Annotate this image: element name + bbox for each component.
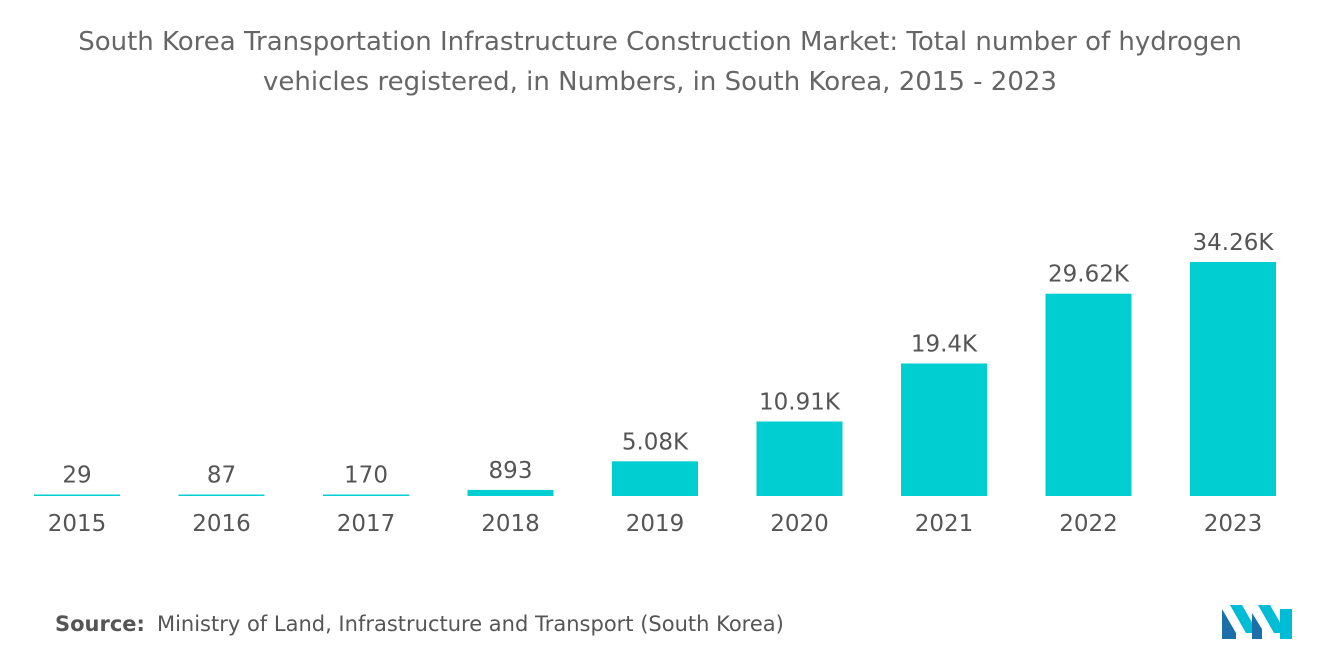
data-label-2021: 19.4K xyxy=(911,331,978,357)
chart-title-line-2: vehicles registered, in Numbers, in Sout… xyxy=(263,67,1057,97)
x-tick-label-2016: 2016 xyxy=(192,511,251,537)
x-tick-label-2015: 2015 xyxy=(48,511,107,537)
x-tick-label-2018: 2018 xyxy=(481,511,540,537)
bar-2023 xyxy=(1190,262,1276,496)
bar-2021 xyxy=(901,363,987,496)
x-tick-label-2017: 2017 xyxy=(337,511,396,537)
data-label-2016: 87 xyxy=(207,463,236,489)
x-tick-label-2021: 2021 xyxy=(915,511,974,537)
data-label-2015: 29 xyxy=(62,463,91,489)
x-tick-label-2023: 2023 xyxy=(1204,511,1263,537)
x-tick-label-2020: 2020 xyxy=(770,511,829,537)
bar-2016 xyxy=(178,494,265,496)
source-label: Source: xyxy=(55,612,145,636)
data-label-2019: 5.08K xyxy=(622,429,689,455)
data-label-2020: 10.91K xyxy=(759,389,841,415)
mordor-intelligence-logo-icon xyxy=(1222,603,1292,643)
data-label-2018: 893 xyxy=(489,458,533,484)
bar-chart: 29 2015 87 2016 170 2017 893 2018 5.08K 2019 10.91… xyxy=(34,230,1276,537)
bar-2018 xyxy=(467,489,554,496)
source-note: Source: Ministry of Land, Infrastructure … xyxy=(55,612,784,636)
chart-title: South Korea Transportation Infrastructur… xyxy=(0,22,1320,102)
bar-2020 xyxy=(756,421,843,496)
bar-2022 xyxy=(1045,293,1132,496)
data-label-2023: 34.26K xyxy=(1193,230,1275,256)
data-label-2017: 170 xyxy=(344,463,388,489)
bar-2017 xyxy=(323,494,409,496)
x-tick-label-2019: 2019 xyxy=(626,511,685,537)
chart-title-line-1: South Korea Transportation Infrastructur… xyxy=(78,27,1242,57)
bar-2015 xyxy=(34,494,120,496)
source-text: Ministry of Land, Infrastructure and Tra… xyxy=(156,612,784,636)
data-label-2022: 29.62K xyxy=(1048,262,1130,288)
x-tick-label-2022: 2022 xyxy=(1059,511,1118,537)
bar-2019 xyxy=(612,461,698,496)
